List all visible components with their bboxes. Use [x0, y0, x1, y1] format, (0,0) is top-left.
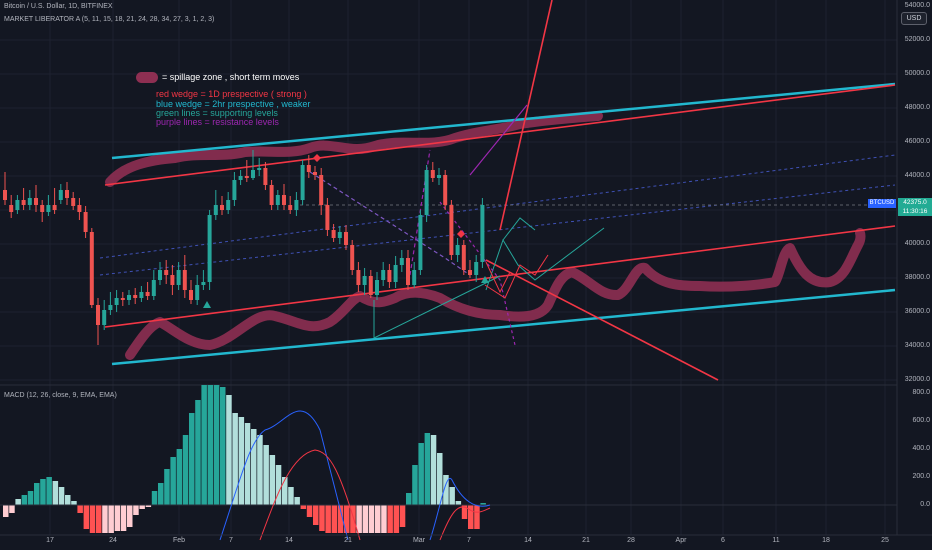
- time-tick: 28: [627, 537, 635, 544]
- price-tick: 50000.0: [904, 70, 930, 77]
- macd-tick: 800.0: [912, 389, 930, 396]
- dotted-trend-lines: [99, 154, 896, 276]
- blue-wedge: [111, 82, 896, 366]
- time-tick: Mar: [412, 537, 426, 544]
- spillage-zone-paths: [105, 111, 866, 360]
- time-tick: 24: [109, 537, 117, 544]
- time-tick: 21: [582, 537, 590, 544]
- price-tick: 32000.0: [904, 376, 930, 383]
- red-wedge-legend: red wedge = 1D prespective ( strong ): [156, 89, 307, 99]
- time-tick: 21: [344, 537, 352, 544]
- macd-histogram: [3, 385, 486, 533]
- support-lines: [373, 217, 605, 339]
- time-tick: 14: [285, 537, 293, 544]
- time-tick: 14: [524, 537, 532, 544]
- diamond-icon: [313, 154, 321, 162]
- macd-tick: 0.0: [920, 501, 930, 508]
- macd-tick: 600.0: [912, 417, 930, 424]
- price-tick: 48000.0: [904, 104, 930, 111]
- spillage-legend-text: = spillage zone , short term moves: [162, 72, 300, 82]
- current-price-tag: 42375.0 11:30:16: [898, 198, 932, 216]
- price-tick: 52000.0: [904, 36, 930, 43]
- spillage-legend-swatch: [136, 72, 158, 83]
- green-lines-legend: green lines = supporting levels: [156, 108, 278, 118]
- chart-grid: [0, 0, 897, 535]
- up-triangle-icon: [481, 276, 489, 283]
- time-tick: 17: [46, 537, 54, 544]
- up-triangle-icon: [203, 301, 211, 308]
- macd-label[interactable]: MACD (12, 26, close, 9, EMA, EMA): [4, 392, 117, 399]
- price-tick: 36000.0: [904, 308, 930, 315]
- macd-tick: 400.0: [912, 445, 930, 452]
- time-tick: 7: [467, 537, 471, 544]
- time-tick: Apr: [675, 537, 687, 544]
- time-tick: 11: [772, 537, 780, 544]
- time-tick: 25: [881, 537, 889, 544]
- current-price: 42375.0: [903, 199, 927, 206]
- price-tick: 40000.0: [904, 240, 930, 247]
- blue-wedge-legend: blue wedge = 2hr prespective , weaker: [156, 99, 311, 109]
- indicator-label[interactable]: MARKET LIBERATOR A (5, 11, 15, 18, 21, 2…: [4, 16, 215, 23]
- bar-countdown: 11:30:16: [902, 208, 928, 215]
- purple-lines-legend: purple lines = resistance levels: [156, 117, 279, 127]
- price-tick: 54000.0: [904, 2, 930, 9]
- chart-title[interactable]: Bitcoin / U.S. Dollar, 1D, BITFINEX: [4, 3, 113, 10]
- symbol-tag: BTCUSD: [868, 199, 896, 208]
- time-tick: 6: [721, 537, 725, 544]
- macd-lines: [219, 410, 491, 541]
- sell-markers: [313, 154, 465, 238]
- diamond-icon: [457, 230, 465, 238]
- price-tick: 38000.0: [904, 274, 930, 281]
- price-tick: 44000.0: [904, 172, 930, 179]
- projection-zigzag: [484, 254, 549, 299]
- price-tick: 34000.0: [904, 342, 930, 349]
- time-tick: 7: [229, 537, 233, 544]
- time-tick: Feb: [172, 537, 186, 544]
- time-tick: 18: [822, 537, 830, 544]
- macd-tick: 200.0: [912, 473, 930, 480]
- price-tick: 46000.0: [904, 138, 930, 145]
- buy-markers: [203, 276, 489, 308]
- price-candles: [3, 150, 485, 345]
- currency-button[interactable]: USD: [901, 12, 927, 25]
